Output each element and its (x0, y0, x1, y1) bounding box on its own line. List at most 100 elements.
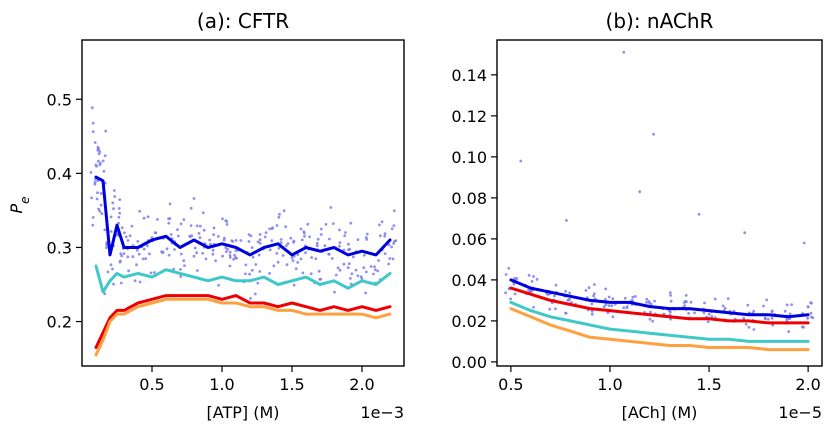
scatter-point (611, 315, 615, 319)
scatter-point (762, 304, 765, 308)
scatter-point (303, 235, 306, 238)
scatter-point (315, 241, 319, 245)
panel-a-y-axis-label: Pe (7, 196, 32, 213)
scatter-point (684, 294, 688, 297)
panel-a-scatter (89, 106, 398, 300)
scatter-point (634, 295, 637, 298)
panel-a-x-offset-label: 1e−3 (360, 403, 404, 422)
scatter-point (314, 257, 318, 261)
scatter-point (319, 227, 323, 231)
scatter-point (625, 305, 629, 309)
scatter-point (338, 228, 341, 232)
panel-b-x-axis-label: [ACh] (M) (622, 403, 698, 422)
scatter-point (319, 233, 323, 236)
scatter-point (137, 252, 141, 256)
x-tick-label: 1.5 (696, 375, 721, 394)
scatter-point (99, 203, 103, 207)
scatter-point (364, 270, 368, 274)
scatter-point (726, 297, 730, 300)
scatter-point (365, 232, 369, 236)
scatter-point (106, 270, 110, 274)
scatter-point (212, 226, 216, 230)
scatter-point (336, 266, 340, 270)
scatter-point (234, 249, 238, 253)
scatter-point (710, 315, 714, 318)
scatter-point (706, 320, 710, 324)
scatter-point (142, 247, 146, 251)
scatter-point (154, 231, 158, 235)
scatter-point (93, 141, 97, 144)
panel-b-y-ticks: 0.00 0.02 0.04 0.06 0.08 0.10 0.12 0.14 (451, 66, 497, 372)
scatter-point (535, 277, 539, 281)
scatter-point (378, 223, 381, 227)
scatter-point (356, 274, 360, 278)
scatter-point (250, 268, 254, 272)
scatter-point (201, 252, 205, 255)
scatter-point (233, 253, 237, 257)
scatter-point (290, 256, 294, 260)
scatter-point (590, 312, 594, 316)
scatter-point (387, 243, 391, 247)
scatter-point (359, 275, 363, 279)
scatter-point (512, 282, 516, 286)
scatter-point (338, 244, 341, 248)
scatter-point (279, 238, 283, 241)
scatter-point (610, 304, 614, 307)
scatter-point (109, 263, 113, 267)
panel-b-x-offset-label: 1e−5 (778, 403, 822, 422)
scatter-point (95, 197, 99, 201)
scatter-point (300, 238, 304, 242)
scatter-point (806, 316, 809, 320)
scatter-point (788, 312, 792, 316)
scatter-point (383, 232, 387, 236)
scatter-point (223, 236, 226, 240)
scatter-point (111, 201, 115, 205)
scatter-point (373, 265, 376, 269)
scatter-point (347, 242, 350, 246)
scatter-point (304, 251, 307, 255)
scatter-point (334, 273, 338, 277)
scatter-point (109, 215, 113, 219)
scatter-point (669, 310, 672, 314)
scatter-point (256, 240, 260, 244)
scatter-point (308, 235, 312, 239)
scatter-point (226, 248, 230, 251)
scatter-point (532, 275, 535, 278)
scatter-point (258, 241, 262, 245)
scatter-point (254, 263, 258, 266)
scatter-point (296, 253, 300, 256)
scatter-point (119, 252, 123, 256)
scatter-point (645, 301, 648, 304)
scatter-point (192, 254, 196, 258)
scatter-point (349, 277, 352, 280)
panel-a-lines (94, 175, 392, 357)
scatter-point (279, 241, 283, 245)
series-line-1 (94, 264, 392, 294)
scatter-point (742, 317, 746, 320)
scatter-point (668, 291, 672, 294)
scatter-point (383, 252, 387, 256)
scatter-point (806, 305, 810, 309)
scatter-point (234, 239, 238, 242)
scatter-point (346, 266, 350, 270)
scatter-point (124, 235, 128, 239)
scatter-point (682, 301, 686, 304)
scatter-point (372, 272, 375, 276)
y-tick-label: 0.4 (47, 164, 72, 183)
scatter-point (327, 252, 331, 256)
scatter-point (770, 316, 774, 320)
scatter-point (723, 306, 727, 310)
scatter-point (330, 257, 334, 260)
scatter-point (390, 227, 394, 231)
scatter-point (264, 231, 268, 235)
panel-b-lines (509, 278, 810, 352)
series-line-1 (509, 286, 810, 325)
scatter-point (127, 269, 130, 273)
scatter-point (263, 235, 267, 239)
series-line-2 (94, 294, 392, 349)
scatter-point (809, 311, 813, 315)
scatter-point (299, 227, 303, 231)
scatter-point (276, 260, 280, 264)
scatter-point (167, 253, 171, 257)
scatter-point (707, 312, 711, 316)
